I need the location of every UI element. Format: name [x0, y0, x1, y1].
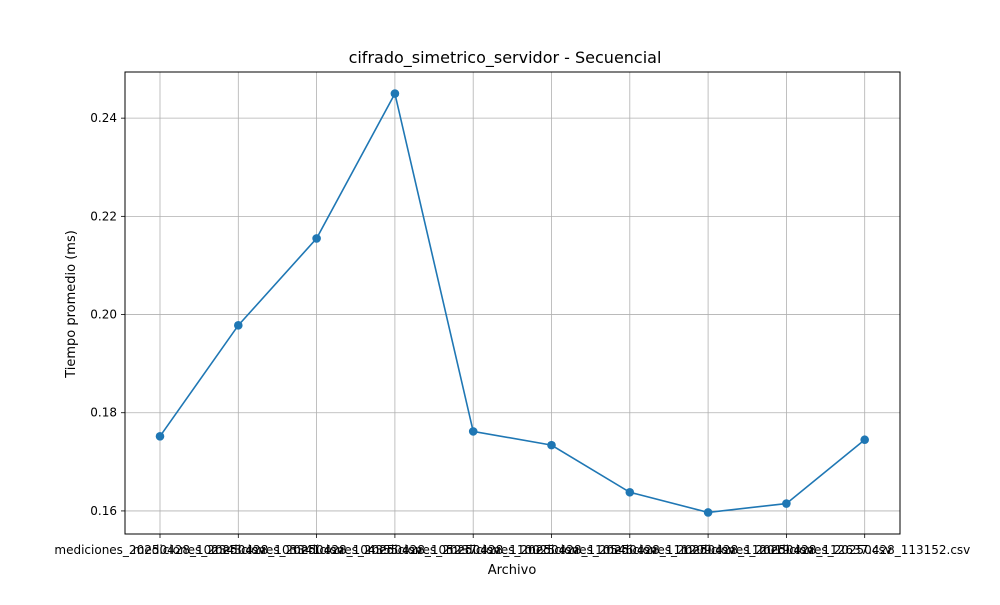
- x-tick-label: mediciones_20250428_112019.csv: [602, 543, 813, 557]
- x-tick-label: mediciones_20250428_102343.csv: [54, 543, 265, 557]
- x-tick-label: mediciones_20250428_110025.csv: [368, 543, 579, 557]
- x-tick-label: mediciones_20250428_111209.csv: [524, 543, 735, 557]
- series-line: [159, 91, 866, 514]
- series-layer: [155, 89, 869, 517]
- y-axis-label: Tiempo promedio (ms): [64, 230, 79, 379]
- data-point: [703, 508, 713, 517]
- y-tick-label: 0.24: [90, 111, 117, 125]
- data-point: [547, 440, 556, 450]
- data-point: [860, 435, 869, 445]
- x-tick-label: mediciones_20250428_112637.csv: [681, 543, 892, 557]
- x-tick-label: mediciones_20250428_110546.csv: [446, 543, 657, 557]
- x-tick-label: mediciones_20250428_105237.csv: [289, 543, 500, 557]
- x-tick-label: mediciones_20250428_113152.csv: [759, 543, 970, 557]
- y-tick-label: 0.18: [90, 406, 117, 420]
- x-tick-label: mediciones_20250428_104355.csv: [211, 543, 422, 557]
- x-tick-label: mediciones_20250428_103341.csv: [133, 543, 344, 557]
- data-point: [782, 499, 791, 508]
- data-point: [312, 234, 321, 243]
- data-point: [468, 427, 478, 436]
- data-point: [625, 487, 635, 497]
- plot-area-frame: [124, 71, 901, 535]
- data-point: [234, 321, 243, 330]
- data-point: [155, 431, 165, 441]
- y-tick-label: 0.20: [90, 308, 117, 322]
- grid-lines: [125, 72, 900, 534]
- x-axis-label: Archivo: [488, 563, 537, 578]
- data-point: [390, 89, 400, 98]
- y-tick-label: 0.16: [90, 504, 117, 518]
- y-tick-label: 0.22: [90, 209, 117, 223]
- chart-title: cifrado_simetrico_servidor - Secuencial: [349, 48, 662, 68]
- axis-ticks: mediciones_20250428_102343.csvmediciones…: [54, 111, 970, 557]
